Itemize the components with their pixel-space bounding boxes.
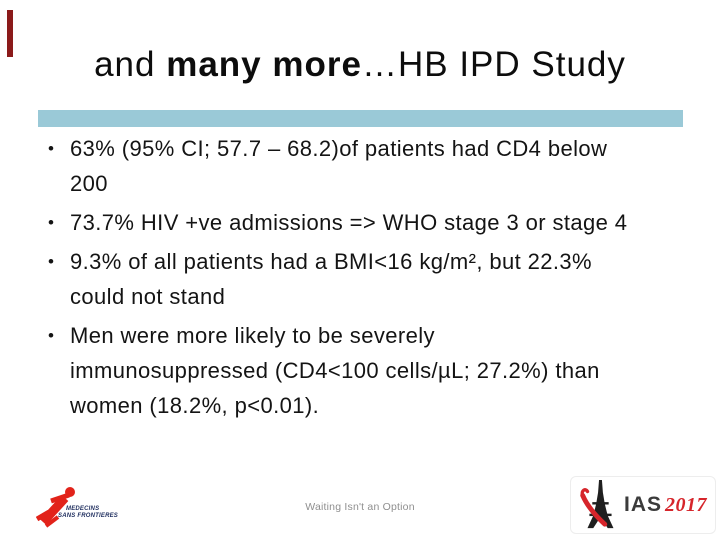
title-suffix: …HB IPD Study bbox=[361, 45, 626, 84]
title-prefix: and bbox=[94, 45, 167, 84]
bullet-list: • 63% (95% CI; 57.7 – 68.2)of patients h… bbox=[48, 131, 696, 427]
bullet-text: 9.3% of all patients had a BMI<16 kg/m²,… bbox=[70, 249, 593, 309]
bullet-icon: • bbox=[48, 213, 55, 232]
msf-wordmark-line2: SANS FRONTIERES bbox=[58, 513, 119, 519]
ias-logo-year: 2017 bbox=[665, 493, 707, 516]
bullet-icon: • bbox=[48, 252, 55, 271]
msf-running-man-icon bbox=[36, 487, 75, 528]
msf-wordmark-line1: MEDECINS bbox=[66, 506, 100, 512]
bullet-item-cd4: • 63% (95% CI; 57.7 – 68.2)of patients h… bbox=[48, 131, 696, 201]
bullet-text: 73.7% HIV +ve admissions => WHO stage 3 … bbox=[70, 210, 628, 235]
bullet-icon: • bbox=[48, 326, 55, 345]
bullet-item-immunosuppression: • Men were more likely to be severely im… bbox=[48, 318, 696, 423]
ias-logo-text: IAS bbox=[623, 493, 662, 516]
blue-divider-bar bbox=[38, 110, 683, 127]
bullet-item-who-stage: • 73.7% HIV +ve admissions => WHO stage … bbox=[48, 205, 696, 240]
footer-tagline: Waiting Isn't an Option bbox=[305, 501, 415, 513]
bullet-item-bmi: • 9.3% of all patients had a BMI<16 kg/m… bbox=[48, 244, 696, 314]
bullet-text: Men were more likely to be severely immu… bbox=[70, 323, 600, 418]
bullet-text: 63% (95% CI; 57.7 – 68.2)of patients had… bbox=[70, 136, 608, 196]
msf-wordmark: MEDECINS SANS FRONTIERES bbox=[58, 506, 156, 520]
title-bold: many more bbox=[166, 45, 362, 84]
eiffel-tower-icon bbox=[580, 479, 614, 529]
slide-title: and many more…HB IPD Study bbox=[0, 44, 720, 86]
msf-logo: MEDECINS SANS FRONTIERES bbox=[36, 485, 156, 533]
ias-2017-logo: IAS 2017 bbox=[570, 476, 716, 534]
bullet-icon: • bbox=[48, 139, 55, 158]
red-accent-bar bbox=[7, 10, 13, 57]
